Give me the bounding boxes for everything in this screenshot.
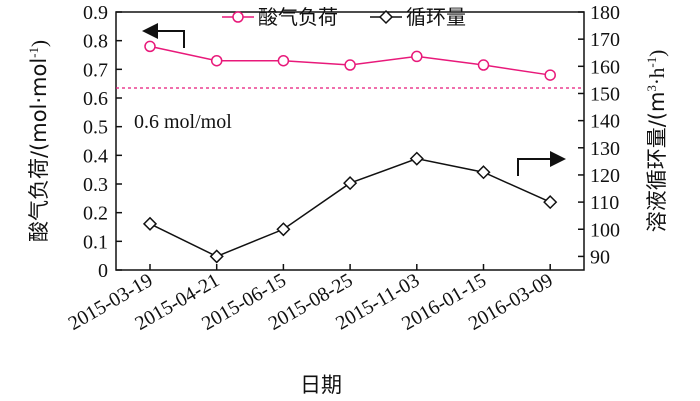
data-point-diamond: [276, 222, 291, 237]
right-axis-title-text: 溶液循环量/(m: [645, 92, 669, 233]
x-axis: 2015-03-192015-04-212015-06-152015-08-25…: [65, 264, 557, 335]
data-point-circle: [544, 69, 556, 81]
data-point-diamond: [543, 195, 558, 210]
left-tick-label: 0.7: [83, 59, 108, 81]
right-tick-label: 120: [590, 165, 620, 187]
right-axis-title-sup: 3: [644, 85, 659, 92]
data-point-diamond: [142, 216, 158, 231]
plot-frame: [115, 11, 585, 271]
right-axis-title-close: ): [645, 50, 669, 57]
data-point-diamond: [209, 249, 224, 264]
diamond-marker-icon: [378, 9, 394, 25]
data-point-circle: [477, 59, 490, 71]
right-tick-label: 90: [590, 246, 610, 268]
left-tick-label: 0.6: [83, 88, 108, 110]
left-tick-label: 0.8: [83, 31, 108, 53]
right-tick-label: 160: [590, 56, 620, 78]
legend-label: 酸气负荷: [258, 5, 338, 29]
data-point-circle: [144, 40, 156, 53]
reference-line-label: 0.6 mol/mol: [134, 111, 232, 133]
data-point-circle: [277, 54, 290, 67]
left-axis-title-close: ): [27, 40, 51, 47]
legend: 酸气负荷 循环量: [222, 5, 466, 29]
data-point-circle: [210, 54, 223, 67]
left-tick-label: 0: [98, 260, 108, 282]
left-tick-label: 0.5: [83, 117, 108, 139]
data-point-diamond: [409, 151, 424, 166]
left-axis-title: 酸气负荷/(mol·mol-1): [26, 40, 51, 242]
left-axis: 0 0.1 0.2 0.3 0.4 0.5 0.6 0.7 0.8 0.9: [83, 2, 122, 282]
left-tick-label: 0.1: [83, 231, 108, 253]
left-axis-title-text: 酸气负荷/(mol·mol: [27, 58, 51, 242]
legend-label: 循环量: [406, 5, 466, 29]
right-tick-label: 110: [590, 192, 619, 214]
left-tick-label: 0.2: [83, 203, 108, 225]
left-tick-label: 0.4: [83, 145, 108, 167]
right-tick-label: 130: [590, 138, 620, 160]
series-line-1: [149, 157, 551, 258]
data-point-diamond: [476, 165, 491, 180]
right-tick-label: 180: [590, 2, 620, 24]
left-tick-label: 0.9: [83, 2, 108, 24]
left-axis-title-sup: -1: [26, 47, 41, 58]
right-axis: 90 100 110 120 130 140 150 160 170 180: [578, 2, 620, 268]
data-point-circle: [411, 50, 423, 63]
data-point-diamond: [343, 176, 358, 191]
left-axis-arrow-icon: [142, 23, 185, 48]
right-tick-label: 150: [590, 83, 620, 105]
right-axis-title-sup: -1: [644, 57, 659, 68]
left-tick-label: 0.3: [83, 174, 108, 196]
right-axis-title-mid: ·h: [645, 67, 669, 85]
legend-item-circulation: 循环量: [370, 5, 466, 29]
right-axis-title: 溶液循环量/(m3·h-1): [644, 50, 669, 233]
right-tick-label: 140: [590, 111, 620, 133]
right-axis-arrow-icon: [517, 151, 566, 176]
data-point-circle: [344, 59, 356, 71]
x-axis-title: 日期: [300, 373, 342, 397]
right-tick-label: 170: [590, 29, 620, 51]
circle-marker-icon: [232, 11, 244, 23]
right-tick-label: 100: [590, 219, 620, 241]
series-layer: [142, 40, 558, 264]
legend-item-acid-load: 酸气负荷: [222, 5, 338, 29]
